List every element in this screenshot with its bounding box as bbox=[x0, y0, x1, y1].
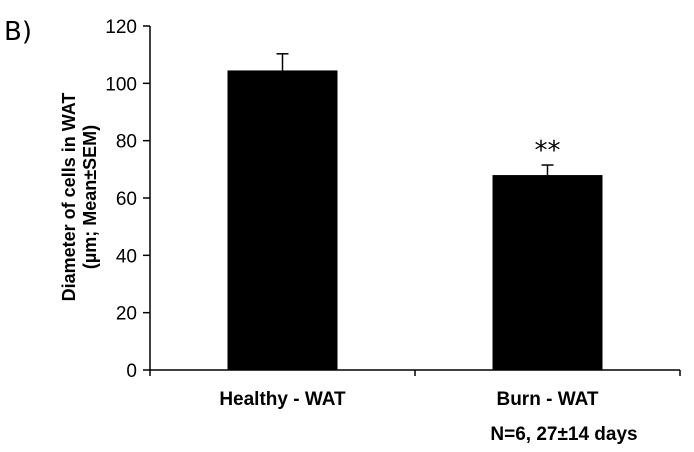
significance-marker: ** bbox=[535, 136, 561, 166]
y-axis-title-line1: Diameter of cells in WAT bbox=[59, 93, 79, 302]
bar bbox=[227, 70, 338, 370]
y-axis: 0 20 40 60 80 100 120 bbox=[105, 17, 151, 382]
y-tick-label: 60 bbox=[116, 189, 137, 210]
y-tick-label: 0 bbox=[126, 361, 137, 382]
x-axis: Healthy - WAT Burn - WAT bbox=[149, 369, 681, 410]
y-tick-label: 100 bbox=[105, 74, 137, 95]
y-tick-label: 80 bbox=[116, 132, 137, 153]
bar bbox=[492, 175, 603, 370]
y-axis-title-line2: (µm; Mean±SEM) bbox=[80, 125, 100, 269]
y-tick-label: 20 bbox=[116, 304, 137, 325]
y-axis-title: Diameter of cells in WAT (µm; Mean±SEM) bbox=[59, 93, 100, 302]
category-label: Burn - WAT bbox=[496, 389, 598, 410]
category-label: Healthy - WAT bbox=[219, 389, 346, 410]
panel-label: B) bbox=[4, 17, 32, 47]
y-tick-label: 40 bbox=[116, 246, 137, 267]
y-tick-label: 120 bbox=[105, 17, 137, 38]
sample-note: N=6, 27±14 days bbox=[490, 424, 637, 445]
bars: ** bbox=[227, 53, 603, 370]
